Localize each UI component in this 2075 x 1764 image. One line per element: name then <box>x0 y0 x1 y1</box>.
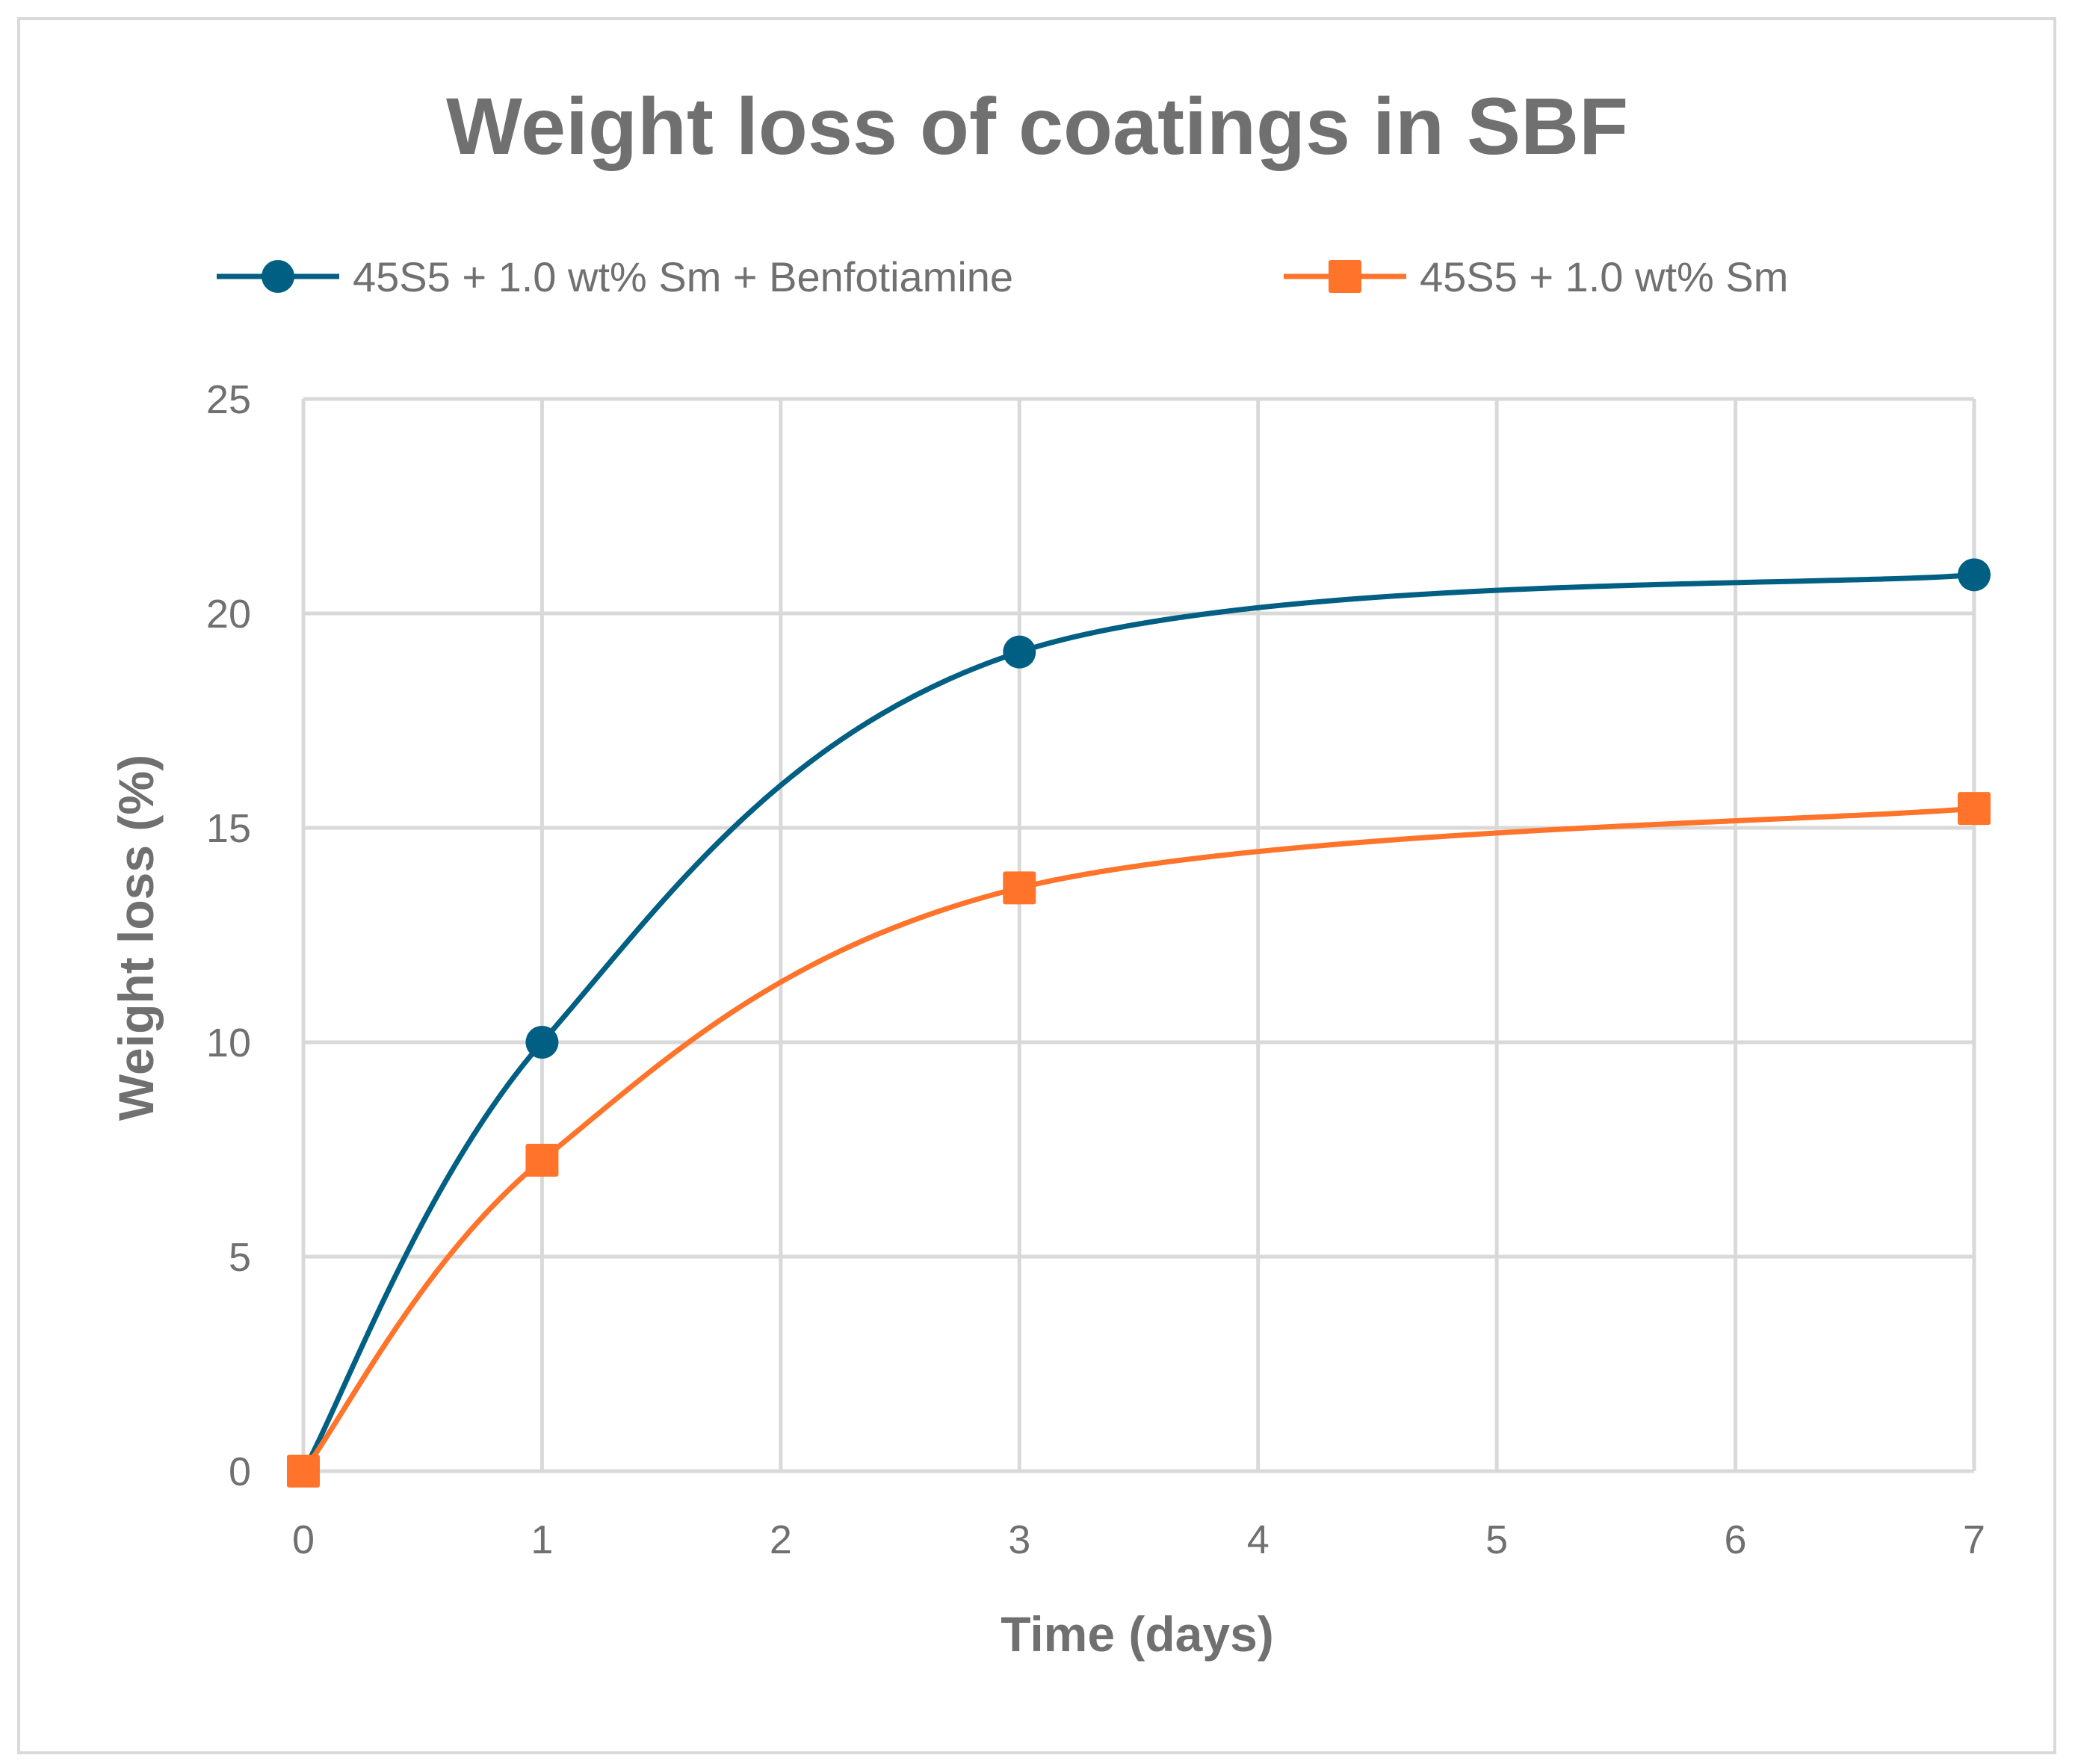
x-tick-label: 6 <box>1725 1517 1747 1562</box>
data-point-circle <box>1958 558 1991 592</box>
data-point-square <box>1958 792 1991 826</box>
y-tick-label: 0 <box>229 1449 251 1494</box>
legend: 45S5 + 1.0 wt% Sm + Benfotiamine 45S5 + 1… <box>217 253 1788 300</box>
x-tick-label: 7 <box>1963 1517 1985 1562</box>
series-group <box>287 558 1991 1488</box>
series-2 <box>287 792 1991 1488</box>
series-line <box>300 572 1977 1474</box>
chart-title: Weight loss of coatings in SBF <box>446 81 1628 171</box>
x-axis-label: Time (days) <box>1001 1606 1274 1662</box>
x-tick-label: 4 <box>1247 1517 1270 1562</box>
y-axis-label: Weight loss (%) <box>108 755 164 1121</box>
x-tick-label: 1 <box>531 1517 553 1562</box>
y-tick-label: 10 <box>206 1021 251 1065</box>
x-tick-label: 0 <box>292 1517 315 1562</box>
y-tick-label: 25 <box>206 377 251 422</box>
y-tick-label: 5 <box>229 1235 251 1280</box>
series-line <box>300 805 1977 1474</box>
data-point-square <box>287 1455 320 1488</box>
data-point-circle <box>1003 635 1036 669</box>
legend-circle-icon <box>262 260 294 293</box>
legend-label: 45S5 + 1.0 wt% Sm <box>1420 253 1788 300</box>
data-point-square <box>525 1143 559 1177</box>
x-tick-label: 3 <box>1008 1517 1030 1562</box>
data-point-square <box>1003 871 1036 905</box>
legend-square-icon <box>1329 260 1361 293</box>
legend-item-1: 45S5 + 1.0 wt% Sm + Benfotiamine <box>217 253 1013 300</box>
y-tick-label: 15 <box>206 806 251 851</box>
legend-label: 45S5 + 1.0 wt% Sm + Benfotiamine <box>353 253 1013 300</box>
y-tick-label: 20 <box>206 592 251 637</box>
data-point-circle <box>525 1026 559 1059</box>
x-tick-label: 2 <box>770 1517 792 1562</box>
tick-labels: 0 5 10 15 20 25 0 1 2 3 4 5 6 7 <box>206 377 1985 1562</box>
legend-item-2: 45S5 + 1.0 wt% Sm <box>1284 253 1788 300</box>
x-tick-label: 5 <box>1485 1517 1508 1562</box>
